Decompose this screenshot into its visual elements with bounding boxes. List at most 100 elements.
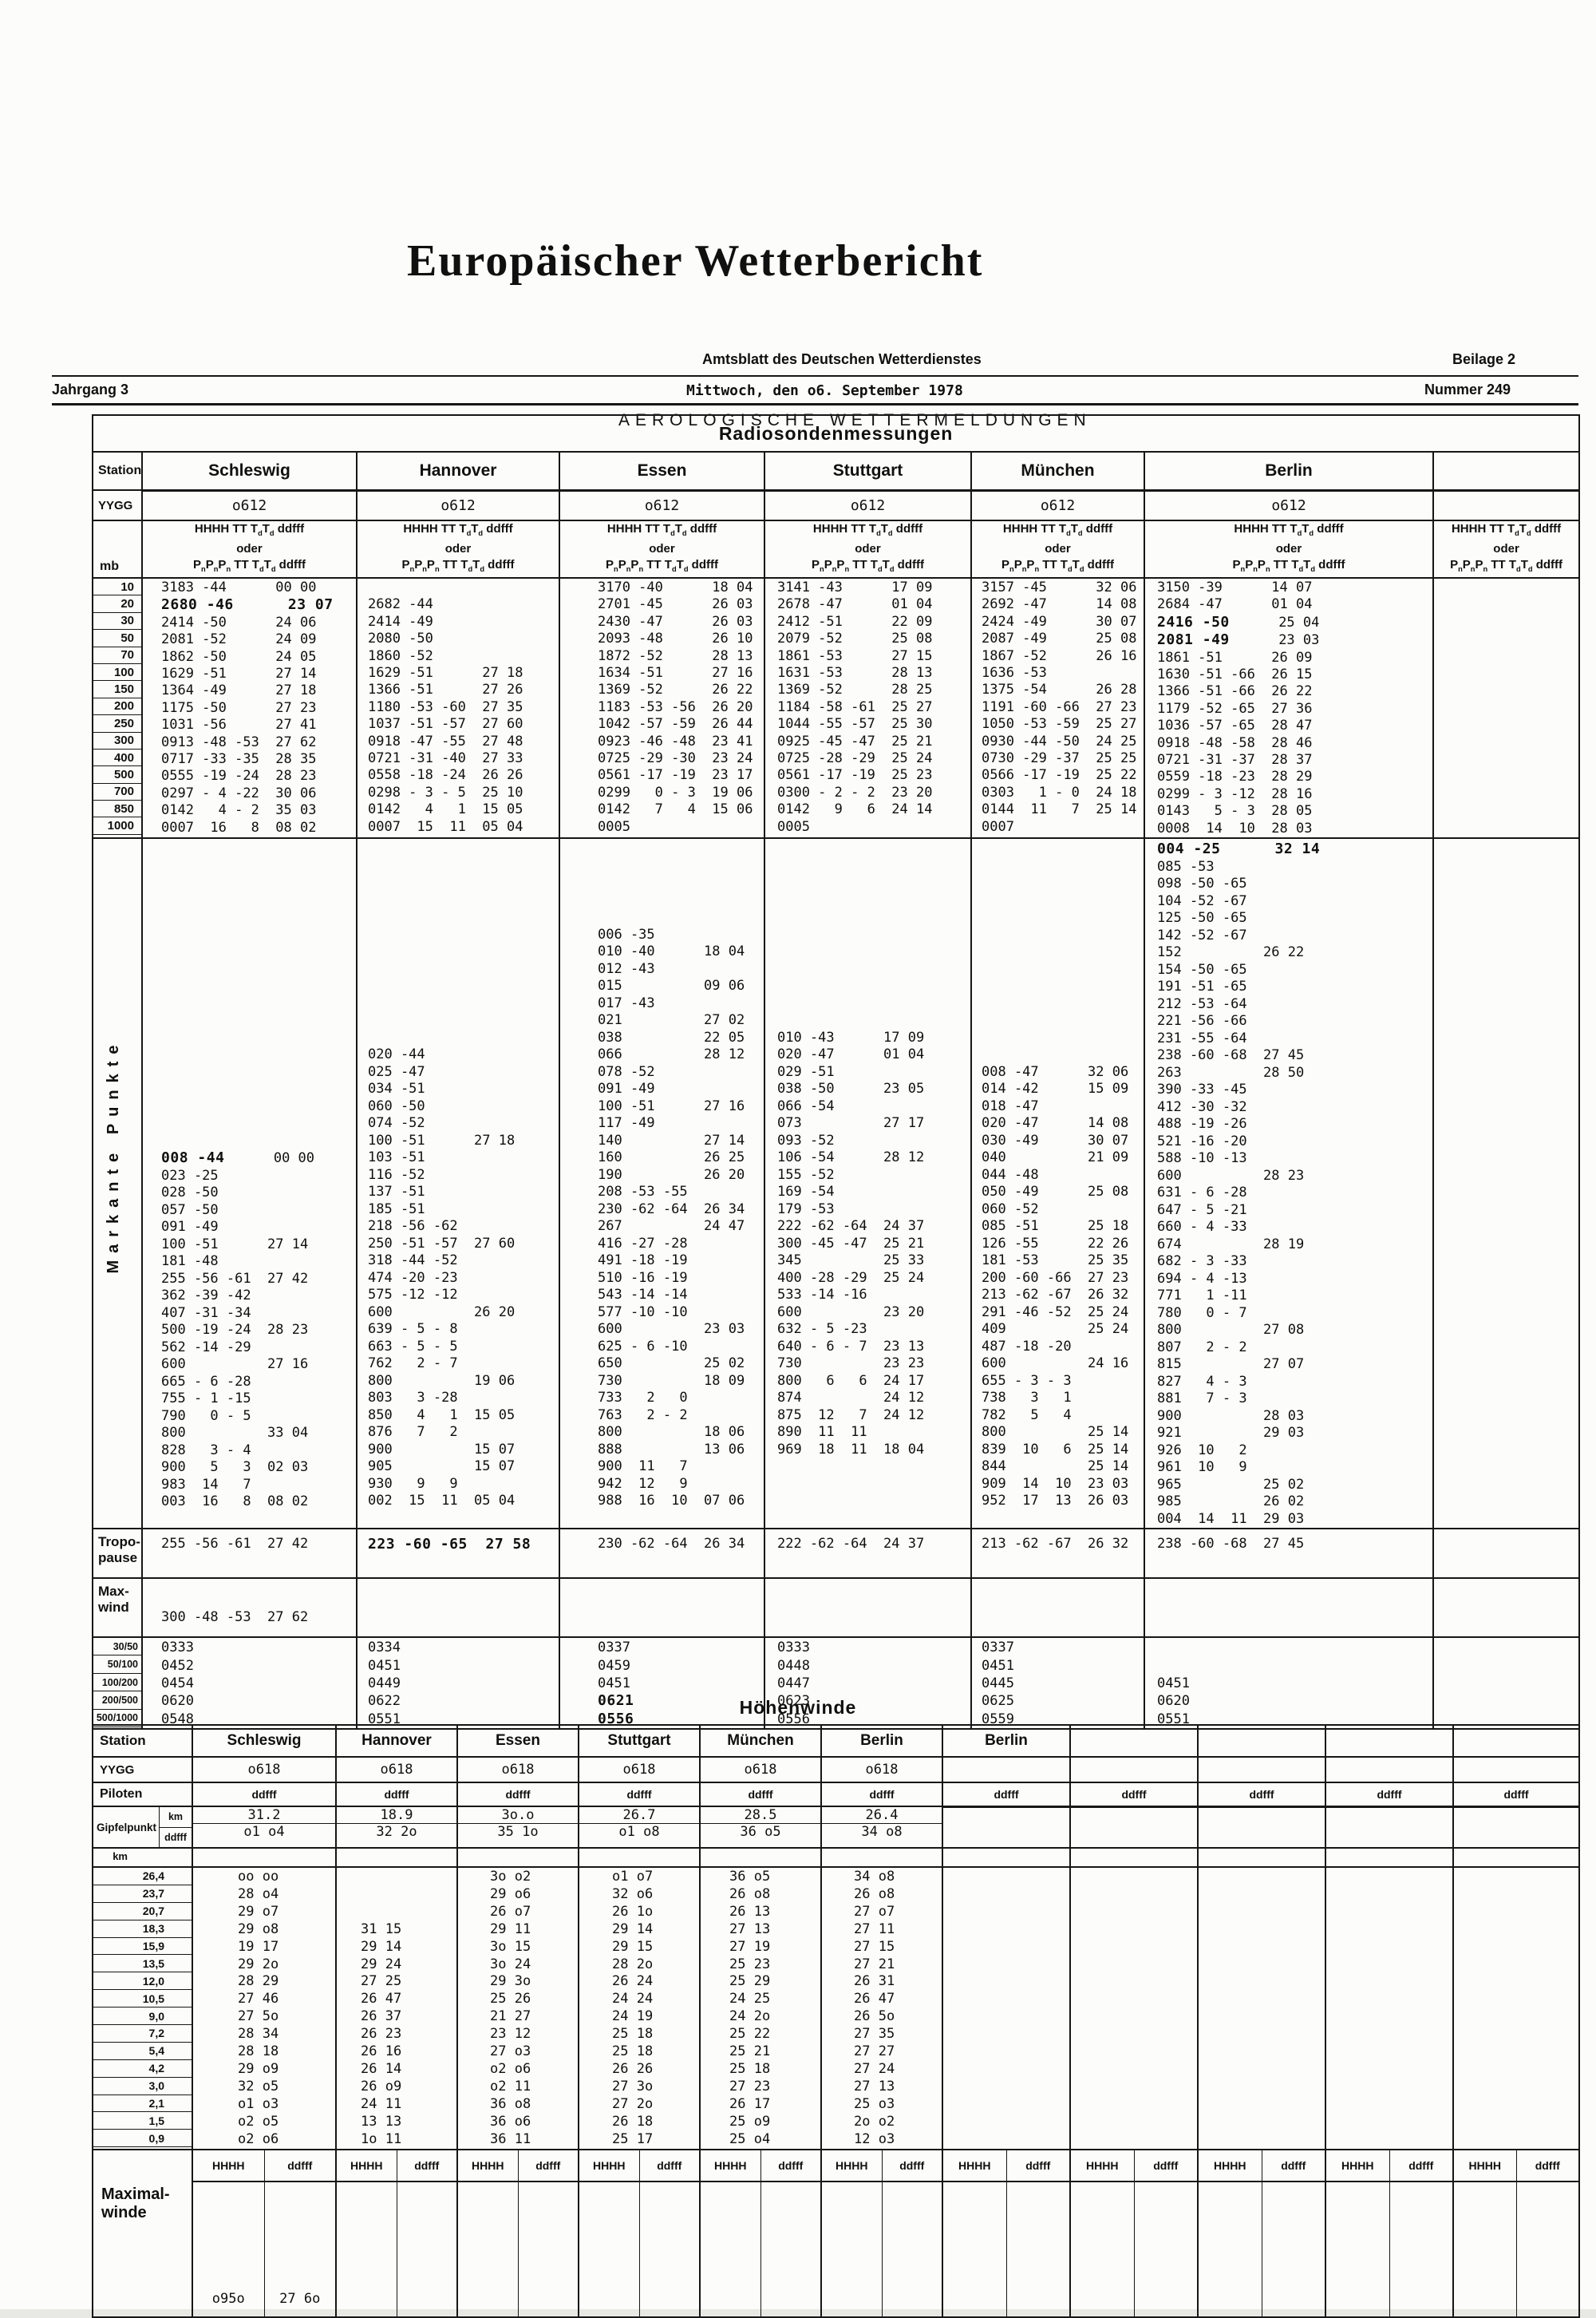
markante-data: 008 -47 32 06 014 -42 15 09 018 -47 020 …: [982, 1063, 1129, 1509]
hw-gipfel-values-wrap: 31.2 o1 o4: [193, 1807, 335, 1840]
tropopause-cell: 230 -62 -64 26 34: [559, 1528, 765, 1580]
markante-data: [1434, 839, 1578, 841]
maximalwinde-hhhh-value: [579, 2182, 639, 2316]
hw-yygg-value: o618: [456, 1756, 579, 1783]
pressure-data: 2682 -44 2414 -49 2080 -50 1860 -52 1629…: [368, 596, 523, 835]
station-name: München: [970, 451, 1145, 492]
hw-gipfel-values-wrap: 26.7 o1 o8: [579, 1807, 699, 1840]
ratio-data: 0337 0459 0451 0621 0556: [598, 1640, 634, 1727]
hw-gipfel-km-label: km: [160, 1807, 192, 1828]
ratio-labels-column: 30/50 50/100 100/200 200/500 500/1000: [92, 1636, 143, 1731]
maxwind-row: Max- wind 300 -48 -53 27 62: [92, 1577, 1581, 1639]
hw-wind-cell: [1452, 1866, 1580, 2150]
hw-piloten-ddfff: ddfff: [1069, 1782, 1199, 1807]
pressure-data-cell: 3150 -39 14 07 2684 -47 01 04 2416 -50 2…: [1144, 576, 1434, 840]
hw-yygg-value: [1197, 1756, 1326, 1783]
hw-station-name: Berlin: [820, 1724, 943, 1758]
hw-gipfel-values: 26.4 34 o8: [820, 1806, 943, 1849]
hw-station-name: Schleswig: [192, 1724, 337, 1758]
maximalwinde-hhhh-value: [1326, 2182, 1389, 2316]
tropopause-cell: 223 -60 -65 27 58: [356, 1528, 560, 1580]
hw-km-header: km: [92, 1847, 193, 1868]
maximalwinde-hhhh-label: HHHH: [1341, 2158, 1374, 2172]
maximalwinde-body-cell: [1325, 2180, 1454, 2318]
markante-data: 004 -25 32 14 085 -53 098 -50 -65 104 -5…: [1157, 841, 1321, 1527]
maxwind-cell: [970, 1577, 1145, 1639]
tropopause-cell: 222 -62 -64 24 37: [764, 1528, 972, 1580]
ratio-data-cell: 0451 0620 0551: [1144, 1636, 1434, 1731]
hw-km-level: 3,0: [93, 2078, 192, 2095]
maximalwinde-header-wrap: HHHH ddfff: [822, 2150, 942, 2181]
mb-level-label: 250: [93, 715, 141, 733]
hw-wind-data: oo oo 28 o4 29 o7 29 o8 19 17 29 2o 28 2…: [238, 1869, 279, 2147]
maximalwinde-body-wrap: [943, 2182, 1069, 2316]
column-header-cell: HHHH TT TdTd ddfff oder PnPnPn TT TdTd ddf…: [1432, 520, 1581, 579]
maxwind-cell: 300 -48 -53 27 62: [141, 1577, 358, 1639]
ratio-data: 0333 0448 0447 0623 0556: [777, 1640, 810, 1727]
hoehenwinde-table-container: Station Schleswig Hannover Essen Stuttgart Mü…: [92, 1724, 1580, 2318]
maximalwinde-ddfff-value: [517, 2182, 579, 2316]
markante-data: 020 -44 025 -47 034 -51 060 -50 074 -52 …: [368, 1046, 516, 1509]
hw-wind-cell: [1325, 1866, 1454, 2150]
yygg-label: YYGG: [92, 489, 143, 521]
ratio-label: 50/100: [93, 1655, 141, 1674]
hw-gipfel-ddfff-value: 36 o5: [740, 1824, 781, 1840]
hw-station-name: [1197, 1724, 1326, 1758]
maximalwinde-body-wrap: [822, 2182, 942, 2316]
station-name: [1432, 451, 1581, 492]
maximalwinde-ddfff-label: ddfff: [760, 2150, 821, 2181]
maximalwinde-header-wrap: HHHH ddfff: [1326, 2150, 1452, 2181]
hoehenwinde-title: Höhenwinde: [739, 1697, 857, 1718]
maximalwinde-header-cell: HHHH ddfff: [335, 2148, 458, 2182]
maximalwinde-body-cell: [1452, 2180, 1580, 2318]
tropopause-value: 213 -62 -67 26 32: [982, 1536, 1129, 1553]
maximalwinde-header-wrap: HHHH ddfff: [458, 2150, 578, 2181]
maximalwinde-header-cell: HHHH ddfff: [1197, 2148, 1326, 2182]
yygg-value: o612: [764, 489, 972, 521]
hw-yygg-value: [1325, 1756, 1454, 1783]
hw-km-header-empty: [1197, 1847, 1326, 1868]
hw-piloten-ddfff: ddfff: [335, 1782, 458, 1807]
maximalwinde-header-cell: HHHH ddfff: [578, 2148, 701, 2182]
maxwind-value: 300 -48 -53 27 62: [161, 1609, 309, 1626]
column-header-cell: HHHH TT TdTd ddfff oder PnPnPn TT TdTd ddf…: [559, 520, 765, 579]
maximalwinde-header-cell: HHHH ddfff: [942, 2148, 1071, 2182]
maximalwinde-body-cell: [1069, 2180, 1199, 2318]
hw-wind-data: [1199, 1868, 1325, 1869]
maximalwinde-hhhh-value: [701, 2182, 760, 2316]
maximalwinde-header-wrap: HHHH ddfff: [1071, 2150, 1197, 2181]
markante-data: 010 -43 17 09 020 -47 01 04 029 -51 038 …: [777, 1029, 925, 1458]
maximalwinde-ddfff-label: ddfff: [1261, 2150, 1325, 2181]
hw-yygg-value: [1452, 1756, 1580, 1783]
maximalwinde-header-cell: HHHH ddfff: [192, 2148, 337, 2182]
hw-wind-cell: o1 o7 32 o6 26 1o 29 14 29 15 28 2o 26 2…: [578, 1866, 701, 2150]
hw-wind-cell: 34 o8 26 o8 27 o7 27 11 27 15 27 21 26 3…: [820, 1866, 943, 2150]
maxwind-label: Max- wind: [92, 1577, 143, 1639]
hw-wind-data: 31 15 29 14 29 24 27 25 26 47 26 37 26 2…: [361, 1920, 402, 2147]
hw-km-level: 1,5: [93, 2112, 192, 2130]
nummer-note: Nummer 249: [1424, 382, 1511, 398]
maximalwinde-hhhh-value: [1199, 2182, 1262, 2316]
hw-station-row: Station Schleswig Hannover Essen Stuttgart Mü…: [92, 1724, 1580, 1758]
tropopause-value: 223 -60 -65 27 58: [368, 1536, 531, 1553]
hw-wind-cell: [1069, 1866, 1199, 2150]
maxwind-value: [972, 1579, 1144, 1609]
hw-wind-data: [1071, 1868, 1197, 1869]
tropopause-cell: 213 -62 -67 26 32: [970, 1528, 1145, 1580]
maximalwinde-header-cell: HHHH ddfff: [1069, 2148, 1199, 2182]
pressure-data-cell: 2682 -44 2414 -49 2080 -50 1860 -52 1629…: [356, 576, 560, 840]
hw-km-header-empty: [456, 1847, 579, 1868]
maximalwinde-body-cell: [456, 2180, 579, 2318]
maxwind-value: [765, 1579, 970, 1609]
tropopause-value: [1434, 1529, 1578, 1536]
hw-wind-data: [943, 1868, 1069, 1869]
hw-piloten-ddfff: ddfff: [942, 1782, 1071, 1807]
markante-data: 006 -35 010 -40 18 04 012 -43 015 09 06 …: [598, 926, 745, 1509]
hw-km-level: 9,0: [93, 2007, 192, 2026]
station-name: Essen: [559, 451, 765, 492]
hw-gipfel-values: 3o.o 35 1o: [456, 1806, 579, 1849]
station-label: Station: [92, 451, 143, 491]
hw-gipfel-sublabels: km ddfff: [159, 1807, 192, 1847]
hw-km-header-empty: [1325, 1847, 1454, 1868]
maximalwinde-body-wrap: [579, 2182, 699, 2316]
